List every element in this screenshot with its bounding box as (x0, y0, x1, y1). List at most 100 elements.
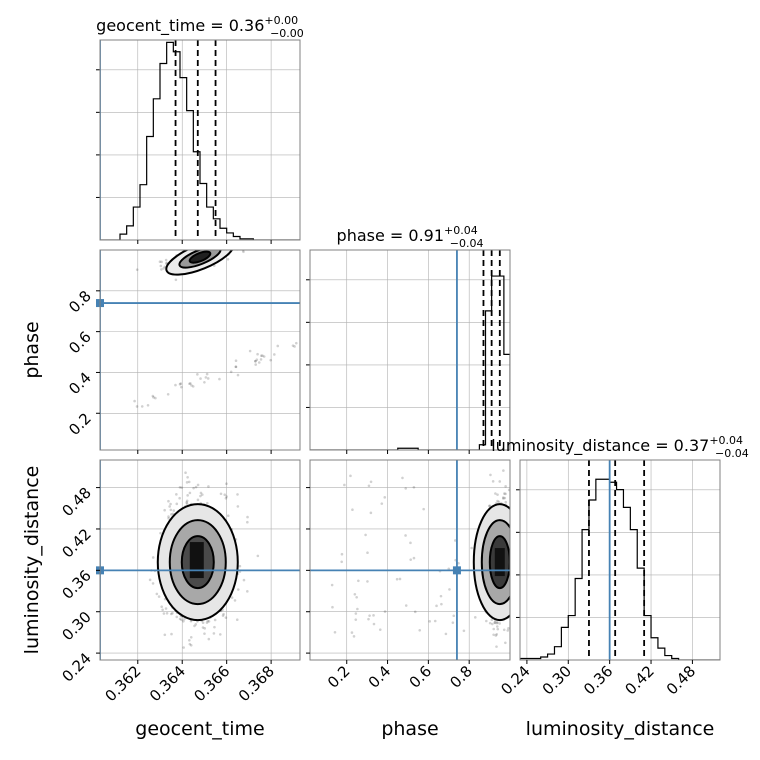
density-contour (188, 250, 212, 264)
data-point (496, 493, 499, 496)
data-point (246, 520, 249, 524)
data-point (154, 396, 157, 400)
data-point (157, 595, 161, 598)
data-point (203, 247, 206, 250)
data-point (511, 553, 514, 556)
data-point (227, 245, 230, 248)
data-point (357, 579, 360, 583)
data-point (221, 247, 224, 250)
data-point (294, 341, 298, 345)
data-point (367, 617, 370, 621)
data-point (205, 247, 208, 250)
data-point (355, 595, 358, 599)
data-point (196, 483, 200, 487)
y-tick-label: 0.36 (58, 566, 94, 602)
title-sup: +0.04 (709, 434, 743, 447)
data-point (453, 539, 457, 542)
data-point (168, 505, 171, 508)
data-point (491, 480, 495, 483)
panel-title: phase = 0.91+0.04 −0.04 (337, 224, 484, 250)
data-point (260, 354, 263, 357)
y-axis-label-luminosity-distance: luminosity_distance (21, 466, 43, 655)
data-point (512, 556, 515, 559)
data-point (207, 485, 210, 488)
data-point (201, 626, 205, 629)
data-point (208, 244, 211, 247)
data-point (340, 560, 343, 564)
data-point (514, 515, 517, 518)
data-point (226, 514, 230, 518)
data-point (511, 589, 514, 592)
data-point (217, 244, 220, 247)
data-point (194, 623, 198, 626)
data-point (404, 487, 408, 490)
data-point (204, 453, 207, 456)
data-point (495, 625, 499, 628)
data-point (512, 574, 515, 577)
x-tick-label: 0.4 (365, 662, 395, 692)
data-point (196, 373, 199, 376)
data-point (514, 585, 517, 588)
data-point (511, 616, 514, 619)
data-point (269, 358, 273, 362)
data-point (261, 354, 264, 358)
data-point (215, 450, 218, 453)
data-point (164, 607, 168, 610)
data-point (510, 524, 513, 527)
data-point (180, 385, 183, 389)
diag-plot-area (520, 460, 720, 660)
data-point (510, 562, 513, 565)
scatter-panel-phase-vs-luminosity_distance: 0.2 0.4 0.6 0.8 (306, 459, 517, 692)
data-point (184, 471, 187, 475)
density-peak (494, 548, 505, 577)
data-point (485, 619, 488, 623)
data-point (490, 618, 494, 621)
data-point (224, 245, 227, 248)
data-point (199, 491, 203, 495)
data-point (206, 501, 209, 505)
data-point (262, 355, 266, 358)
data-point (246, 515, 249, 519)
data-point (189, 619, 193, 623)
x-tick-label: 0.362 (102, 662, 145, 705)
data-point (165, 611, 169, 615)
data-point (193, 624, 196, 628)
data-point (366, 580, 369, 583)
data-point (178, 486, 182, 489)
data-point (448, 588, 451, 591)
data-point (511, 594, 514, 597)
data-point (213, 625, 216, 629)
panel-frame (99, 249, 301, 451)
data-point (223, 246, 226, 249)
data-point (167, 515, 170, 518)
data-point (209, 247, 212, 250)
data-point (513, 505, 516, 508)
data-point (512, 558, 515, 561)
data-point (216, 247, 219, 250)
data-point (221, 245, 224, 248)
x-axis-label-phase: phase (381, 718, 438, 740)
data-point (219, 246, 222, 249)
histogram-luminosity_distance (520, 478, 720, 660)
data-point (235, 244, 238, 247)
x-axis-label-luminosity-distance: luminosity_distance (526, 718, 715, 740)
histogram-phase (310, 275, 510, 450)
data-point (340, 552, 344, 556)
data-point (369, 511, 373, 515)
data-point (191, 385, 195, 388)
scatter-panel-geocent_time-vs-phase: 0.2 0.4 0.6 0.8 (65, 244, 301, 454)
data-point (159, 531, 162, 535)
data-point (404, 604, 408, 607)
data-point (234, 365, 238, 369)
data-point (212, 632, 216, 635)
data-point (494, 492, 497, 495)
data-point (183, 617, 186, 621)
data-point (221, 614, 225, 617)
data-point (511, 568, 514, 571)
data-point (189, 643, 193, 647)
diag-panel-phase: phase = 0.91+0.04 −0.04 (306, 224, 511, 454)
x-axis-label-geocent-time: geocent_time (135, 718, 264, 740)
data-point (167, 517, 170, 520)
data-point (259, 358, 263, 361)
